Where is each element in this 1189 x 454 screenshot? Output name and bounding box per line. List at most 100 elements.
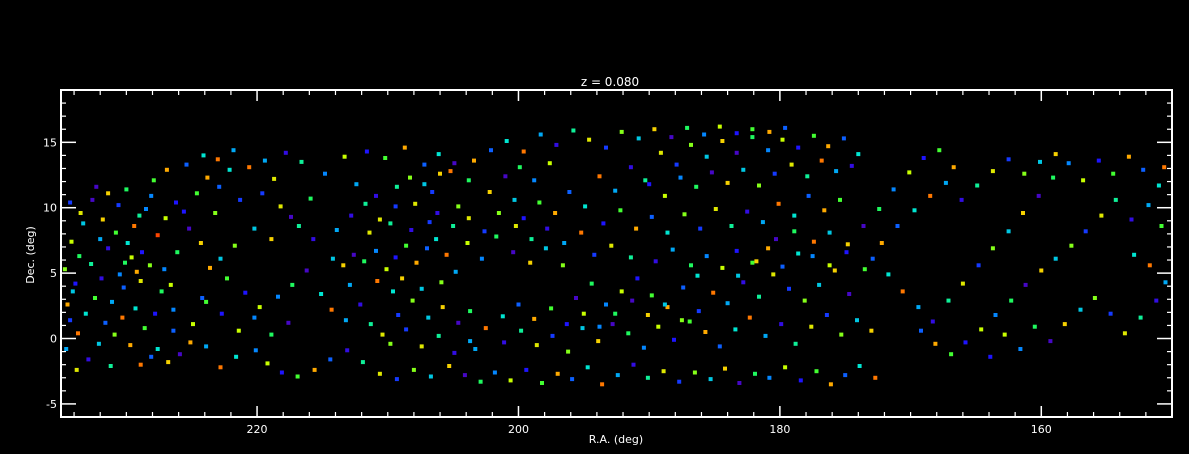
data-point <box>177 352 182 357</box>
data-point <box>647 182 652 187</box>
data-point <box>343 318 348 323</box>
data-point <box>106 191 111 196</box>
data-point <box>553 211 558 215</box>
data-point <box>1066 161 1071 166</box>
data-point <box>1039 268 1044 273</box>
data-point <box>110 299 114 304</box>
data-point <box>745 209 750 214</box>
data-point <box>713 207 718 211</box>
data-point <box>729 224 734 228</box>
data-point <box>188 340 193 345</box>
data-point <box>155 347 160 351</box>
data-point <box>951 165 956 170</box>
data-point <box>117 272 122 277</box>
data-point <box>665 305 670 310</box>
data-point <box>134 269 139 274</box>
data-point <box>877 207 882 211</box>
data-point <box>125 241 130 245</box>
data-point <box>1141 167 1146 172</box>
data-point <box>487 190 492 194</box>
data-point <box>447 364 452 368</box>
data-point <box>662 193 667 198</box>
data-point <box>171 328 176 333</box>
data-point <box>976 263 981 268</box>
data-point <box>1062 322 1067 327</box>
data-point <box>128 343 133 348</box>
data-point <box>886 272 891 277</box>
data-point <box>83 311 88 316</box>
data-point <box>377 217 382 222</box>
data-point <box>151 178 156 183</box>
data-point <box>1032 324 1037 329</box>
data-point <box>396 313 401 317</box>
data-point <box>334 228 339 232</box>
data-point <box>492 370 497 375</box>
data-point <box>555 371 560 376</box>
data-point <box>155 233 160 238</box>
data-point <box>64 347 69 351</box>
data-point <box>685 125 690 130</box>
data-point <box>787 286 791 291</box>
data-point <box>142 326 147 331</box>
y-tick-label: 0 <box>50 333 57 346</box>
data-point <box>286 320 291 325</box>
data-point <box>870 256 875 261</box>
data-point <box>394 377 399 382</box>
data-point <box>949 352 954 357</box>
data-point <box>963 340 968 345</box>
data-point <box>108 364 113 368</box>
data-point <box>138 279 143 283</box>
data-point <box>1051 175 1056 180</box>
data-point <box>678 175 683 180</box>
data-point <box>839 332 844 337</box>
data-point <box>94 184 99 189</box>
data-point <box>106 246 111 251</box>
data-point <box>613 311 618 316</box>
data-point <box>669 135 674 140</box>
data-point <box>116 203 121 208</box>
data-point <box>844 250 849 255</box>
data-point <box>96 341 101 346</box>
data-point <box>452 161 457 166</box>
data-point <box>826 144 831 149</box>
data-point <box>1108 311 1113 316</box>
y-tick-label: -5 <box>46 398 57 411</box>
data-point <box>194 191 199 196</box>
data-point <box>711 290 716 295</box>
data-point <box>656 324 661 329</box>
data-point <box>681 285 686 290</box>
data-point <box>236 328 241 333</box>
data-point <box>1162 165 1167 170</box>
data-point <box>766 148 771 153</box>
data-point <box>174 200 178 205</box>
data-point <box>583 204 588 209</box>
data-point <box>278 204 283 209</box>
data-point <box>1048 339 1053 344</box>
data-point <box>843 373 848 378</box>
data-point <box>62 267 67 272</box>
data-points <box>62 124 1168 387</box>
data-point <box>496 211 501 215</box>
data-point <box>181 209 186 214</box>
data-point <box>796 145 801 150</box>
data-point <box>74 367 79 372</box>
data-point <box>1096 158 1101 163</box>
data-point <box>793 341 798 346</box>
x-tick-label: 160 <box>1031 423 1052 436</box>
data-point <box>436 333 441 338</box>
data-point <box>645 375 650 380</box>
data-point <box>374 193 378 198</box>
data-point <box>873 375 878 380</box>
data-point <box>103 320 108 325</box>
data-point <box>562 241 567 245</box>
data-point <box>483 326 488 331</box>
data-point <box>596 339 601 344</box>
data-point <box>419 344 424 349</box>
data-point <box>692 370 697 375</box>
data-point <box>597 174 602 179</box>
data-point <box>792 213 797 218</box>
data-point <box>113 230 118 235</box>
data-point <box>121 285 126 290</box>
data-point <box>766 246 771 251</box>
data-point <box>1146 203 1151 208</box>
